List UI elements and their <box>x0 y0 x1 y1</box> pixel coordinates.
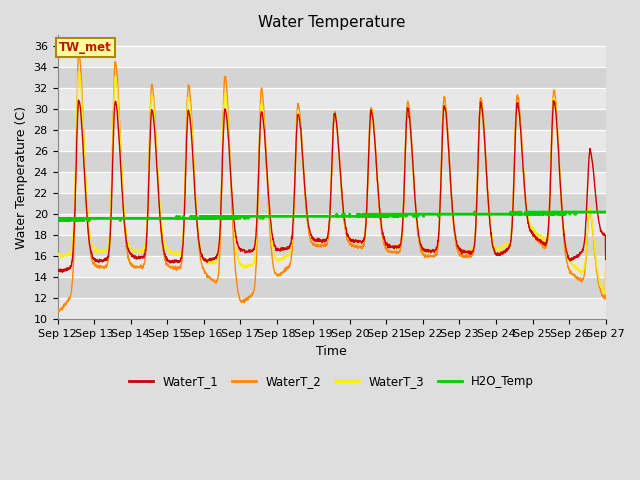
WaterT_3 <box>348 238 355 243</box>
H2O_Temp <box>207 216 214 221</box>
WaterT_3 <box>554 127 561 132</box>
Bar <box>58 109 605 130</box>
Bar <box>58 151 605 172</box>
WaterT_1 <box>59 269 67 275</box>
Bar <box>58 277 605 299</box>
WaterT_3 <box>54 250 61 256</box>
WaterT_2 <box>602 268 609 274</box>
WaterT_2 <box>54 306 61 312</box>
Bar <box>58 172 605 193</box>
WaterT_2 <box>492 251 499 256</box>
Text: TW_met: TW_met <box>60 41 112 54</box>
H2O_Temp <box>359 214 367 219</box>
Legend: WaterT_1, WaterT_2, WaterT_3, H2O_Temp: WaterT_1, WaterT_2, WaterT_3, H2O_Temp <box>125 371 539 393</box>
WaterT_3 <box>76 69 83 74</box>
WaterT_3 <box>602 255 609 261</box>
Bar <box>58 256 605 277</box>
WaterT_1 <box>360 238 367 244</box>
WaterT_3 <box>601 290 609 296</box>
WaterT_1 <box>569 257 577 263</box>
Bar <box>58 88 605 109</box>
Title: Water Temperature: Water Temperature <box>258 15 405 30</box>
WaterT_1 <box>554 134 561 140</box>
H2O_Temp <box>554 209 561 215</box>
Bar <box>58 235 605 256</box>
WaterT_2 <box>348 244 356 250</box>
WaterT_1 <box>602 256 609 262</box>
WaterT_2 <box>75 49 83 55</box>
WaterT_1 <box>54 267 61 273</box>
Bar <box>58 299 605 319</box>
WaterT_2 <box>554 127 561 132</box>
Line: WaterT_1: WaterT_1 <box>58 100 605 272</box>
Line: WaterT_2: WaterT_2 <box>58 52 605 312</box>
Y-axis label: Water Temperature (C): Water Temperature (C) <box>15 106 28 249</box>
WaterT_2 <box>207 276 214 282</box>
WaterT_1 <box>207 258 214 264</box>
Line: WaterT_3: WaterT_3 <box>58 72 605 293</box>
Bar <box>58 193 605 214</box>
H2O_Temp <box>54 217 61 223</box>
H2O_Temp <box>602 209 609 215</box>
WaterT_1 <box>75 97 83 103</box>
H2O_Temp <box>569 209 577 215</box>
WaterT_2 <box>55 309 63 314</box>
WaterT_3 <box>569 262 577 267</box>
Bar <box>58 67 605 88</box>
X-axis label: Time: Time <box>316 345 347 358</box>
WaterT_3 <box>491 245 499 251</box>
WaterT_2 <box>360 241 367 247</box>
WaterT_3 <box>360 239 367 244</box>
WaterT_3 <box>207 260 214 265</box>
WaterT_2 <box>569 271 577 277</box>
Bar <box>58 214 605 235</box>
Bar <box>58 46 605 67</box>
H2O_Temp <box>491 211 499 217</box>
WaterT_1 <box>348 237 356 243</box>
H2O_Temp <box>470 209 478 215</box>
Bar <box>58 130 605 151</box>
Line: H2O_Temp: H2O_Temp <box>58 212 605 220</box>
WaterT_1 <box>492 251 499 257</box>
H2O_Temp <box>348 214 355 219</box>
